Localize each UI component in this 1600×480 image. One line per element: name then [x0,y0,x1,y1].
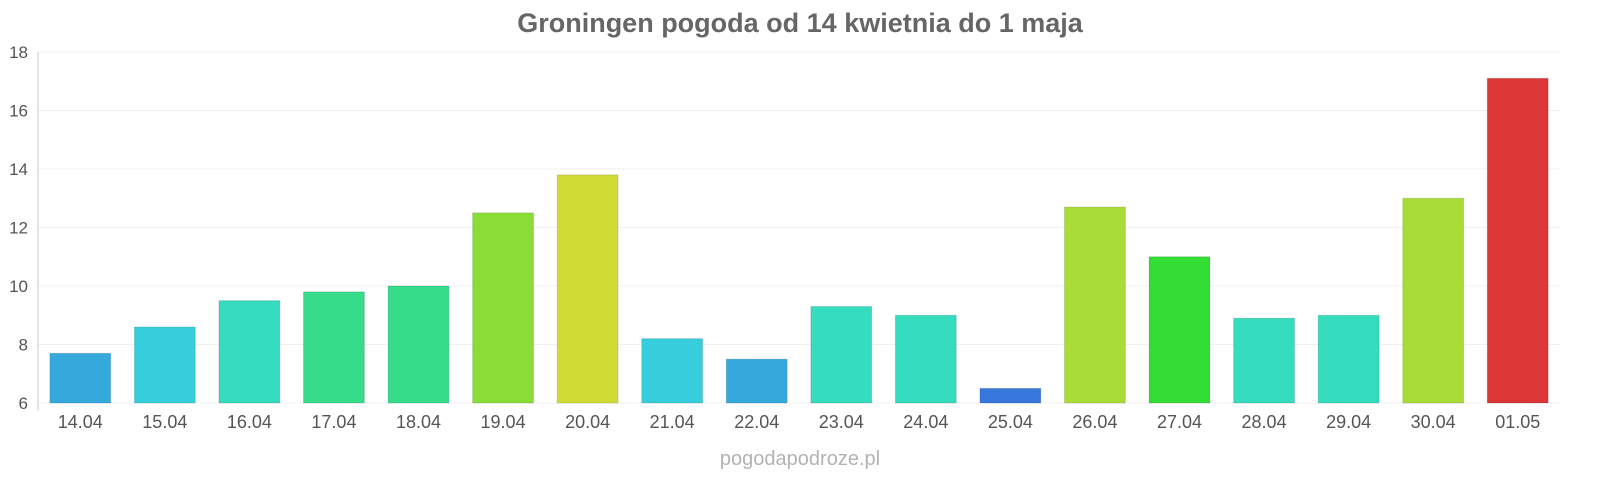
x-tick-label: 23.04 [819,412,864,432]
x-tick-label: 25.04 [988,412,1033,432]
x-tick-label: 22.04 [734,412,779,432]
x-axis: 14.04 15.04 16.04 17.04 18.04 19.04 20.04 21.04… [58,412,1540,432]
x-tick-label: 29.04 [1326,412,1371,432]
x-tick-label: 20.04 [565,412,610,432]
bar [303,291,365,404]
y-tick-label: 8 [19,336,28,355]
bar [641,338,704,404]
bar [1486,77,1549,404]
x-tick-label: 27.04 [1157,412,1202,432]
x-tick-label: 24.04 [903,412,948,432]
x-tick-label: 16.04 [227,412,272,432]
bar [810,305,873,404]
y-tick-label: 14 [9,160,28,179]
x-tick-label: 15.04 [142,412,187,432]
grid-lines [38,51,1560,404]
chart-title: Groningen pogoda od 14 kwietnia do 1 maj… [517,8,1083,38]
x-tick-label: 21.04 [650,412,695,432]
x-tick-label: 18.04 [396,412,441,432]
x-tick-label: 28.04 [1242,412,1287,432]
bar [218,300,281,404]
y-tick-label: 12 [9,219,28,238]
bar [1317,314,1380,404]
bars [49,77,1549,404]
x-tick-label: 17.04 [311,412,356,432]
watermark-text: pogodapodroze.pl [719,448,881,470]
bar [556,174,619,404]
bar [894,314,957,404]
bar [133,326,196,404]
bar [1402,197,1465,404]
y-tick-label: 18 [9,43,28,62]
x-tick-label: 19.04 [481,412,526,432]
bar [1064,206,1126,404]
y-tick-label: 6 [19,394,28,413]
bar [1233,317,1295,404]
bar [979,387,1042,404]
bar [49,352,112,404]
x-tick-label: 26.04 [1072,412,1117,432]
x-tick-label: 30.04 [1411,412,1456,432]
bar [725,358,788,404]
x-tick-label: 14.04 [58,412,103,432]
y-tick-label: 16 [9,102,28,121]
bar [1148,256,1211,404]
bar [387,285,450,404]
x-tick-label: 01.05 [1495,412,1540,432]
y-axis: 6 8 10 12 14 16 18 [9,43,39,413]
bar [472,212,534,404]
y-tick-label: 10 [9,277,28,296]
